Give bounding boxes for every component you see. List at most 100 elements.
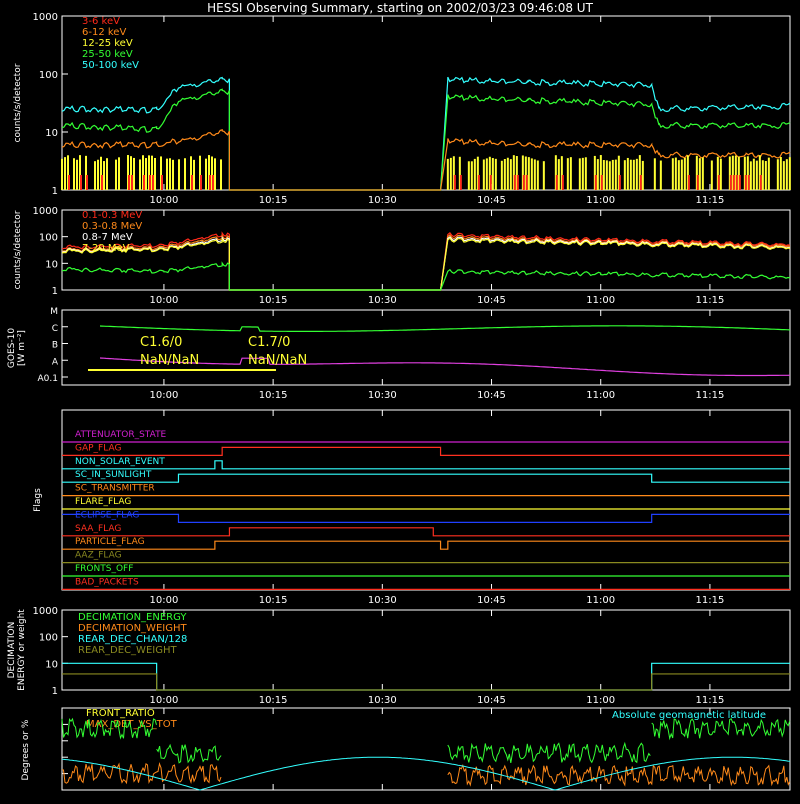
x-tick-label: 10:15 [259, 390, 288, 401]
y-axis-label: counts/s/detector [13, 63, 23, 142]
x-tick-label: 11:15 [696, 295, 725, 306]
y-tick-label: 1000 [33, 12, 58, 23]
series-line-6-12-keV [61, 128, 791, 191]
flag-label: GAP_FLAG [75, 443, 121, 453]
x-tick-label: 10:00 [150, 390, 179, 401]
x-tick-label: 10:00 [150, 695, 179, 706]
x-tick-label: 10:30 [368, 295, 397, 306]
y-tick-label: 10 [45, 259, 58, 270]
y-axis-label: ENERGY or weight [17, 609, 27, 691]
flag-trace [62, 527, 790, 537]
legend-entry: REAR_DEC_WEIGHT [78, 645, 177, 656]
x-tick-label: 11:15 [696, 695, 725, 706]
x-tick-label: 10:00 [150, 595, 179, 606]
flag-trace [62, 513, 790, 523]
geomagnetic-latitude-curve [61, 756, 791, 791]
y-tick-label: 100 [39, 633, 58, 644]
y-tick-label: 10 [45, 659, 58, 670]
legend-entry: DECIMATION_WEIGHT [78, 623, 187, 634]
flag-label: PARTICLE_FLAG [75, 537, 145, 547]
panel-frame-3 [61, 309, 791, 386]
x-tick-label: 10:45 [477, 595, 506, 606]
x-tick-label: 10:45 [477, 295, 506, 306]
panel-frame-6 [61, 707, 791, 791]
x-tick-label: 10:00 [150, 295, 179, 306]
decimation-rear-weight [62, 673, 790, 691]
legend-entry: 12-25 keV [82, 38, 133, 49]
goes-annotation: NaN/NaN [248, 353, 307, 368]
flag-label: FLARE_FLAG [75, 497, 131, 507]
geomagnetic-annotation: Absolute geomagnetic latitude [612, 710, 766, 721]
legend-entry: FRONT_RATIO [86, 708, 155, 719]
x-tick-label: 10:00 [150, 195, 179, 206]
x-tick-label: 10:15 [259, 195, 288, 206]
x-tick-label: 11:15 [696, 195, 725, 206]
flag-label: ECLIPSE_FLAG [75, 510, 139, 520]
legend-entry: 25-50 keV [82, 49, 133, 60]
legend-entry: 7-20 MeV [82, 243, 130, 254]
y-axis-label: GOES-10 [7, 328, 17, 368]
series-line-25-50-keV [61, 88, 791, 191]
flag-trace [62, 473, 790, 483]
flag-label: NON_SOLAR_EVENT [75, 457, 165, 467]
series-line-0-1-0-3-MeV [61, 231, 791, 291]
legend-entry: DECIMATION_ENERGY [78, 612, 187, 623]
flag-label: FRONTS_OFF [75, 564, 133, 574]
x-tick-label: 11:00 [586, 195, 615, 206]
goes-annotation: C1.7/0 [248, 335, 290, 350]
front-ratio-trace [61, 717, 791, 764]
y-axis-label: Degrees or % [21, 719, 31, 780]
legend-entry: 3-6 keV [82, 16, 120, 27]
goes-annotation: C1.6/0 [140, 335, 182, 350]
legend-entry: 0.1-0.3 MeV [82, 210, 142, 221]
x-tick-label: 10:30 [368, 390, 397, 401]
y-axis-label: counts/s/detector [13, 210, 23, 289]
x-tick-label: 11:00 [586, 390, 615, 401]
series-line-50-100-keV [61, 76, 791, 191]
x-tick-label: 10:15 [259, 595, 288, 606]
legend-entry: 50-100 keV [82, 60, 139, 71]
legend-entry: REAR_DEC_CHAN/128 [78, 634, 187, 645]
flag-label: SC_TRANSMITTER [75, 484, 155, 494]
y-tick-label: 100 [39, 70, 58, 81]
x-tick-label: 11:00 [586, 695, 615, 706]
legend-entry: 6-12 keV [82, 27, 126, 38]
x-tick-label: 10:30 [368, 695, 397, 706]
x-tick-label: 10:45 [477, 195, 506, 206]
x-tick-label: 11:00 [586, 295, 615, 306]
y-tick-label: 1000 [33, 206, 58, 217]
x-tick-label: 11:00 [586, 595, 615, 606]
flag-trace [62, 540, 790, 550]
goes-short-curve [99, 357, 791, 377]
plot-title: HESSI Observing Summary, starting on 200… [207, 1, 593, 15]
panel-frame-1 [61, 15, 791, 191]
y-axis-label: DECIMATION [7, 622, 17, 679]
y-tick-label: 1 [52, 286, 58, 297]
max-det-trace [61, 761, 791, 787]
goes-annotation: NaN/NaN [140, 353, 199, 368]
panel-frame-2 [61, 209, 791, 291]
x-tick-label: 10:45 [477, 390, 506, 401]
y-tick-label: 100 [39, 233, 58, 244]
legend-entry: 0.3-0.8 MeV [82, 221, 142, 232]
flag-label: SC_IN_SUNLIGHT [75, 470, 152, 480]
x-tick-label: 10:30 [368, 195, 397, 206]
x-tick-label: 10:15 [259, 695, 288, 706]
y-tick-label: 1000 [33, 606, 58, 617]
legend-entry: MAX_DET_VS_TOT [86, 719, 178, 730]
y-tick-label: 1 [52, 686, 58, 697]
flag-label: SAA_FLAG [75, 524, 121, 534]
y-tick-label: B [52, 341, 58, 351]
x-tick-label: 11:15 [696, 390, 725, 401]
x-tick-label: 10:30 [368, 595, 397, 606]
x-tick-label: 10:15 [259, 295, 288, 306]
y-axis-label: Flags [33, 488, 43, 512]
y-tick-label: C [52, 324, 58, 334]
series-line-low [61, 261, 791, 291]
flag-trace [62, 460, 790, 470]
y-tick-label: A [52, 357, 59, 367]
y-tick-label: A0.1 [38, 374, 58, 384]
x-tick-label: 11:15 [696, 595, 725, 606]
